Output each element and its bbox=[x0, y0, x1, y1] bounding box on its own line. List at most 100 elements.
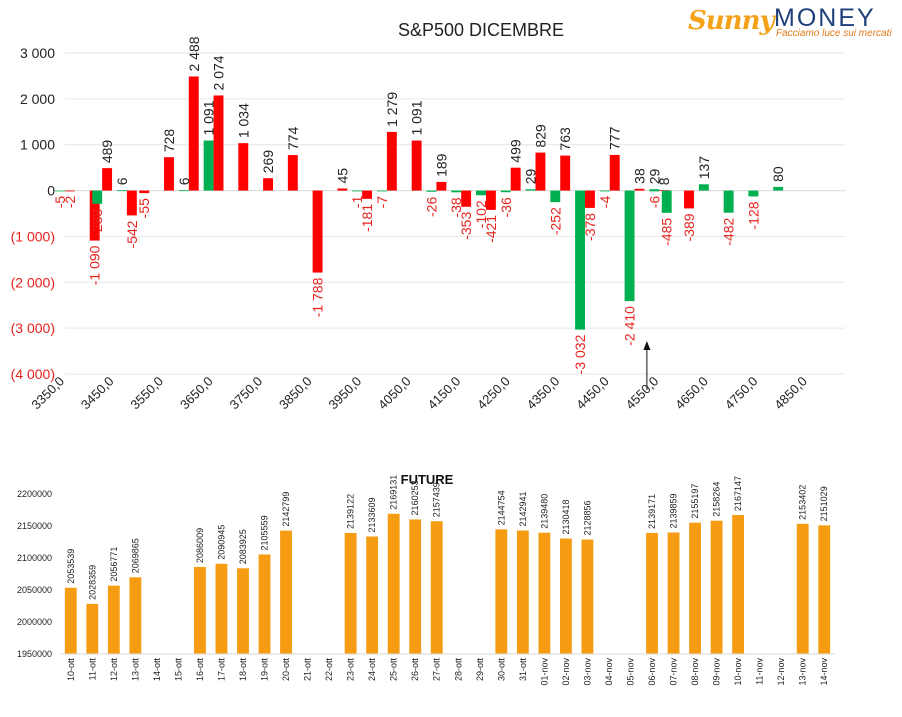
data-label: 1 034 bbox=[235, 103, 251, 138]
x-tick-label: 10-nov bbox=[733, 658, 743, 686]
x-tick-label: 03-nov bbox=[582, 658, 592, 686]
bar bbox=[362, 190, 373, 199]
y-tick-label: (4 000) bbox=[11, 366, 55, 382]
data-label: 2086009 bbox=[195, 528, 205, 563]
bar bbox=[287, 155, 298, 191]
data-label: -128 bbox=[745, 201, 761, 229]
data-label: 38 bbox=[631, 168, 647, 184]
bar bbox=[634, 188, 645, 191]
data-label: 2151029 bbox=[819, 486, 829, 521]
bar bbox=[194, 566, 206, 654]
data-label: 2083925 bbox=[238, 529, 248, 564]
bar bbox=[461, 190, 472, 207]
x-tick-label: 30-ott bbox=[496, 658, 506, 682]
bar bbox=[723, 190, 734, 213]
data-label: 189 bbox=[433, 153, 449, 177]
data-label: 6 bbox=[114, 177, 130, 185]
bar bbox=[550, 190, 561, 203]
data-label: 2139171 bbox=[647, 494, 657, 529]
bar bbox=[710, 520, 723, 654]
y-tick-label: 1950000 bbox=[17, 649, 52, 659]
bar bbox=[89, 190, 100, 241]
x-tick-label: 17-ott bbox=[216, 658, 226, 682]
x-tick-label: 18-ott bbox=[238, 658, 248, 682]
x-tick-label: 3750,0 bbox=[226, 374, 265, 413]
data-label: 2133609 bbox=[367, 497, 377, 532]
bar bbox=[92, 190, 103, 204]
data-label: 2142799 bbox=[281, 492, 291, 527]
x-tick-label: 27-ott bbox=[432, 658, 442, 682]
logo-sunny-text: Sunny bbox=[688, 6, 775, 36]
x-tick-label: 4750,0 bbox=[722, 374, 761, 413]
data-label: 728 bbox=[161, 129, 177, 153]
bar bbox=[575, 190, 585, 330]
bar bbox=[748, 190, 759, 197]
data-label: 2105559 bbox=[260, 515, 270, 550]
bar bbox=[337, 188, 348, 191]
bar bbox=[126, 190, 137, 216]
y-tick-label: (3 000) bbox=[11, 320, 55, 336]
x-tick-label: 08-nov bbox=[690, 658, 700, 686]
x-tick-label: 04-nov bbox=[604, 658, 614, 686]
data-label: 29 bbox=[523, 168, 539, 184]
data-label: -38 bbox=[448, 197, 464, 217]
bar bbox=[139, 190, 150, 194]
data-label: 2160253 bbox=[410, 480, 420, 515]
data-label: 2 488 bbox=[186, 36, 202, 71]
data-label: -353 bbox=[458, 212, 474, 240]
x-tick-label: 16-ott bbox=[195, 658, 205, 682]
bar bbox=[65, 190, 75, 192]
bar bbox=[203, 140, 214, 191]
x-tick-label: 15-ott bbox=[173, 658, 183, 682]
bar bbox=[773, 186, 784, 191]
x-tick-label: 31-ott bbox=[518, 658, 528, 682]
bar bbox=[411, 140, 422, 191]
data-label: 2167147 bbox=[733, 476, 743, 511]
bar bbox=[689, 522, 701, 654]
data-label: -4 bbox=[597, 196, 613, 209]
y-tick-label: 2000000 bbox=[17, 617, 52, 627]
bar bbox=[500, 190, 511, 193]
data-label: 2053539 bbox=[66, 549, 76, 584]
data-label: -1 bbox=[349, 195, 365, 208]
x-tick-label: 13-ott bbox=[130, 658, 140, 682]
bar bbox=[649, 189, 660, 191]
data-label: 2139859 bbox=[669, 493, 679, 528]
x-tick-label: 28-ott bbox=[453, 658, 463, 682]
bar bbox=[485, 190, 496, 210]
y-tick-label: 3 000 bbox=[20, 45, 55, 61]
y-tick-label: 2 000 bbox=[20, 91, 55, 107]
x-tick-label: 4450,0 bbox=[573, 374, 612, 413]
x-tick-label: 3650,0 bbox=[177, 374, 216, 413]
data-label: -482 bbox=[721, 217, 737, 245]
data-label: 2153402 bbox=[798, 485, 808, 520]
data-label: -389 bbox=[681, 213, 697, 241]
y-tick-label: 2050000 bbox=[17, 585, 52, 595]
x-tick-label: 3450,0 bbox=[78, 374, 117, 413]
data-label: 2056771 bbox=[109, 547, 119, 582]
bar bbox=[732, 515, 745, 654]
x-tick-label: 25-ott bbox=[389, 658, 399, 682]
data-label: -288 bbox=[89, 209, 105, 237]
x-tick-label: 4650,0 bbox=[672, 374, 711, 413]
y-tick-label: (2 000) bbox=[11, 274, 55, 290]
data-label: -542 bbox=[124, 220, 140, 248]
x-tick-label: 14-nov bbox=[819, 658, 829, 686]
data-label: 45 bbox=[334, 168, 350, 184]
x-tick-label: 14-ott bbox=[152, 658, 162, 682]
bar bbox=[796, 523, 809, 654]
data-label: -252 bbox=[547, 207, 563, 235]
bar bbox=[667, 532, 680, 654]
future-chart-title: FUTURE bbox=[401, 472, 454, 487]
bar bbox=[213, 95, 224, 191]
x-tick-label: 02-nov bbox=[561, 658, 571, 686]
bar bbox=[818, 525, 831, 654]
bar bbox=[258, 554, 271, 654]
bar bbox=[624, 190, 635, 302]
bar bbox=[102, 168, 113, 191]
x-tick-label: 21-ott bbox=[303, 658, 313, 682]
x-tick-label: 07-nov bbox=[669, 658, 679, 686]
data-label: -2 410 bbox=[622, 306, 638, 346]
bar bbox=[476, 190, 486, 196]
data-label: -2 bbox=[62, 195, 78, 208]
